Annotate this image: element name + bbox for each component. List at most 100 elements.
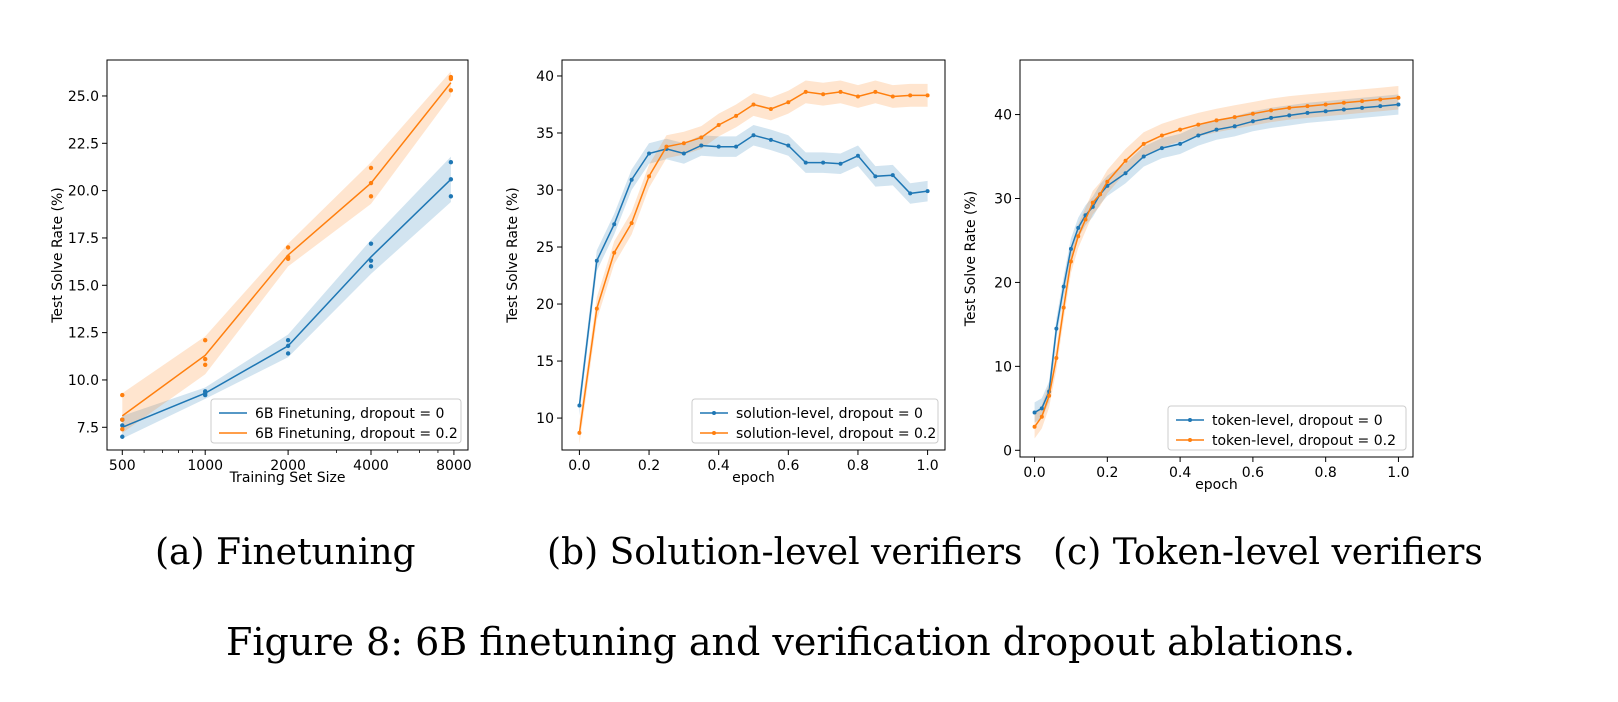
x-tick-label: 0.6 bbox=[1242, 465, 1264, 481]
data-point-series-0 bbox=[1250, 119, 1255, 124]
data-point-series-0 bbox=[1269, 115, 1274, 120]
data-point-series-1 bbox=[1068, 259, 1073, 264]
y-tick-label: 30 bbox=[536, 183, 554, 199]
data-point-series-0 bbox=[1214, 127, 1219, 132]
data-point-series-0 bbox=[1141, 154, 1146, 159]
subcaption-finetuning: (a) Finetuning bbox=[155, 532, 416, 573]
x-axis-label: epoch bbox=[732, 470, 775, 486]
seed-point-series-1 bbox=[285, 254, 291, 260]
legend-label-series-0: 6B Finetuning, dropout = 0 bbox=[255, 406, 444, 422]
legend-label-series-1: solution-level, dropout = 0.2 bbox=[736, 426, 936, 442]
x-tick-label: 1.0 bbox=[916, 458, 938, 474]
data-point-series-0 bbox=[855, 153, 860, 158]
data-point-series-0 bbox=[1178, 141, 1183, 146]
data-point-series-0 bbox=[734, 144, 739, 149]
legend-marker-series-1 bbox=[1188, 438, 1192, 442]
data-point-series-1 bbox=[1141, 141, 1146, 146]
legend-box bbox=[1167, 405, 1407, 451]
data-point-series-1 bbox=[1061, 305, 1066, 310]
x-tick-label: 0.4 bbox=[708, 458, 730, 474]
y-tick-label: 7.5 bbox=[77, 420, 99, 436]
seed-point-series-1 bbox=[120, 417, 125, 422]
data-point-series-1 bbox=[1232, 115, 1237, 120]
data-point-series-0 bbox=[577, 403, 582, 408]
legend: 6B Finetuning, dropout = 0 6B Finetuning,… bbox=[210, 398, 462, 444]
data-point-series-1 bbox=[664, 144, 669, 149]
y-axis-label: Test Solve Rate (%) bbox=[50, 187, 66, 324]
legend-marker-series-0 bbox=[712, 411, 716, 415]
series-line-0 bbox=[1034, 103, 1399, 414]
x-axis-label: epoch bbox=[1195, 477, 1238, 493]
confidence-band-series-0 bbox=[1034, 94, 1399, 423]
data-point-series-1 bbox=[768, 107, 773, 112]
data-point-series-1 bbox=[751, 102, 756, 107]
seed-point-series-0 bbox=[120, 423, 125, 428]
data-point-series-0 bbox=[1054, 326, 1059, 331]
data-point-series-0 bbox=[1032, 410, 1037, 415]
data-point-series-0 bbox=[629, 177, 634, 182]
y-tick-label: 15.0 bbox=[68, 278, 99, 294]
plot-frame bbox=[106, 59, 469, 451]
data-point-series-1 bbox=[1396, 95, 1401, 100]
plot-frame bbox=[561, 59, 946, 451]
confidence-band-series-1 bbox=[122, 71, 451, 434]
data-point-series-1 bbox=[1287, 105, 1292, 110]
data-point-series-1 bbox=[873, 89, 878, 94]
data-point-series-0 bbox=[768, 137, 773, 142]
data-point-series-0 bbox=[681, 151, 686, 156]
data-point-series-1 bbox=[1269, 108, 1274, 113]
data-point-series-1 bbox=[821, 92, 826, 97]
data-point-series-0 bbox=[873, 174, 878, 179]
y-tick-label: 20 bbox=[536, 297, 554, 313]
seed-point-series-0 bbox=[448, 160, 454, 165]
legend-marker-series-0 bbox=[1188, 418, 1192, 422]
legend-box bbox=[691, 398, 939, 444]
legend-label-series-1: 6B Finetuning, dropout = 0.2 bbox=[255, 426, 458, 442]
data-point-series-0 bbox=[890, 173, 895, 178]
legend-marker-series-1 bbox=[712, 431, 716, 435]
seed-point-series-0 bbox=[285, 343, 291, 349]
data-point-series-1 bbox=[629, 221, 634, 226]
x-tick-label: 0.0 bbox=[1023, 465, 1045, 481]
x-tick-label: 1000 bbox=[187, 458, 223, 474]
legend: solution-level, dropout = 0 solution-leve… bbox=[691, 398, 939, 444]
data-point-series-1 bbox=[681, 141, 686, 146]
data-point-series-1 bbox=[786, 100, 791, 105]
x-tick-label: 0.8 bbox=[847, 458, 869, 474]
x-tick-label: 0.2 bbox=[638, 458, 660, 474]
y-tick-label: 40 bbox=[536, 69, 554, 85]
data-point-series-0 bbox=[1061, 284, 1066, 289]
data-point-series-1 bbox=[803, 89, 808, 94]
data-point-series-1 bbox=[890, 94, 895, 99]
data-point-series-0 bbox=[908, 191, 913, 196]
y-tick-label: 40 bbox=[994, 108, 1012, 124]
data-point-series-1 bbox=[734, 113, 739, 118]
data-point-series-0 bbox=[1396, 102, 1401, 107]
data-point-series-0 bbox=[838, 161, 843, 166]
x-tick-label: 0.4 bbox=[1169, 465, 1191, 481]
seed-point-series-0 bbox=[285, 351, 291, 356]
data-point-series-1 bbox=[716, 123, 721, 127]
data-point-series-0 bbox=[925, 189, 930, 194]
data-point-series-1 bbox=[699, 135, 704, 140]
y-tick-label: 15 bbox=[536, 354, 554, 370]
data-point-series-1 bbox=[1341, 100, 1346, 105]
y-tick-label: 30 bbox=[994, 191, 1012, 207]
confidence-band-series-0 bbox=[579, 125, 928, 416]
y-tick-label: 25 bbox=[536, 240, 554, 256]
data-point-series-1 bbox=[594, 306, 599, 311]
y-tick-label: 12.5 bbox=[68, 326, 99, 342]
data-point-series-0 bbox=[1360, 105, 1365, 110]
legend-label-series-1: token-level, dropout = 0.2 bbox=[1212, 433, 1396, 449]
data-point-series-1 bbox=[1098, 192, 1103, 197]
y-tick-label: 10.0 bbox=[68, 373, 99, 389]
legend-box bbox=[210, 398, 462, 444]
data-point-series-1 bbox=[1047, 393, 1052, 398]
data-point-series-0 bbox=[1341, 107, 1346, 112]
y-tick-label: 35 bbox=[536, 126, 554, 142]
data-point-series-0 bbox=[821, 160, 826, 165]
subcaption-solution-level: (b) Solution-level verifiers bbox=[547, 532, 1023, 573]
data-point-series-1 bbox=[647, 174, 652, 179]
y-axis-label: Test Solve Rate (%) bbox=[505, 187, 521, 324]
series-line-1 bbox=[1033, 97, 1399, 428]
